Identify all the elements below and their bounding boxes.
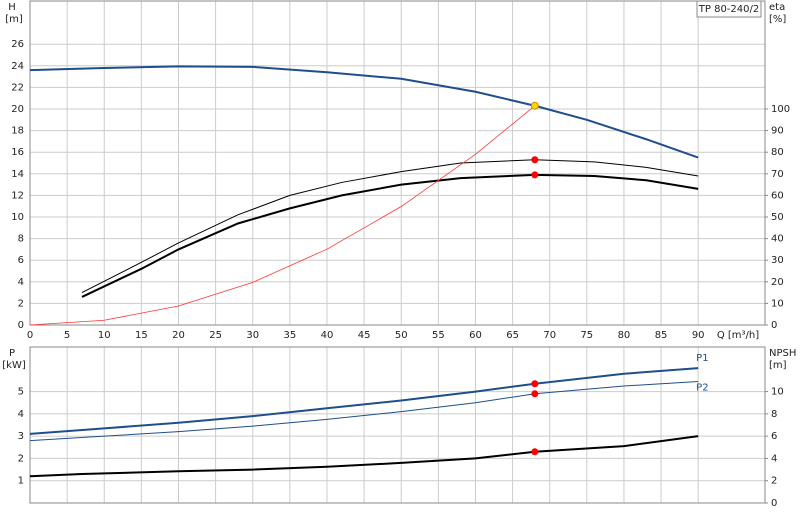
operating-point: [531, 380, 539, 388]
y2-tick-label: 4: [771, 453, 777, 464]
x-tick-label: 85: [655, 330, 668, 341]
y2-tick-label: 6: [771, 431, 777, 442]
y2-tick-label: 0: [771, 498, 777, 509]
series-line: [29, 435, 699, 478]
x-tick-label: 65: [506, 330, 519, 341]
chart-title: TP 80-240/2: [698, 4, 759, 15]
x-axis-label: Q [m³/h]: [717, 330, 759, 341]
y2-axis-unit: [%]: [769, 14, 786, 25]
y-tick-label: 10: [11, 212, 24, 223]
y-tick-label: 22: [11, 82, 24, 93]
x-tick-label: 45: [358, 330, 371, 341]
x-tick-label: 20: [172, 330, 185, 341]
series-label: P2: [696, 383, 708, 394]
y2-tick-label: 70: [771, 169, 784, 180]
x-tick-label: 60: [469, 330, 482, 341]
x-tick-label: 55: [432, 330, 445, 341]
operating-point: [530, 101, 539, 110]
y-tick-label: 3: [18, 431, 24, 442]
y-tick-label: 24: [11, 61, 24, 72]
operating-point: [531, 156, 539, 164]
series-line: [29, 65, 699, 159]
x-tick-label: 50: [395, 330, 408, 341]
operating-point: [531, 448, 539, 456]
y2-tick-label: 50: [771, 212, 784, 223]
y2-axis-unit: [m]: [769, 360, 787, 371]
x-tick-label: 35: [283, 330, 296, 341]
y-tick-label: 4: [18, 277, 24, 288]
y-tick-label: 14: [11, 169, 24, 180]
x-tick-label: 5: [64, 330, 70, 341]
plot-frame: [29, 346, 766, 504]
y-tick-label: 12: [11, 190, 24, 201]
title-box: [696, 0, 762, 18]
series-line: [29, 367, 699, 435]
y2-axis-label: eta: [769, 2, 785, 13]
y-axis-unit: [m]: [5, 14, 23, 25]
y-tick-label: 16: [11, 147, 24, 158]
x-tick-label: 15: [135, 330, 148, 341]
x-tick-label: 90: [692, 330, 705, 341]
x-tick-label: 0: [27, 330, 33, 341]
y2-tick-label: 90: [771, 126, 784, 137]
y-tick-label: 8: [18, 234, 24, 245]
y-tick-label: 18: [11, 126, 24, 137]
x-tick-label: 75: [580, 330, 593, 341]
y2-tick-label: 8: [771, 409, 777, 420]
x-tick-label: 30: [246, 330, 259, 341]
operating-point: [531, 171, 539, 179]
y-tick-label: 4: [18, 409, 24, 420]
y2-tick-label: 0: [771, 320, 777, 331]
x-tick-label: 25: [209, 330, 222, 341]
x-tick-label: 70: [543, 330, 556, 341]
x-tick-label: 10: [98, 330, 111, 341]
series-line: [29, 105, 536, 326]
plot-frame: [29, 0, 766, 326]
x-tick-label: 40: [321, 330, 334, 341]
y-tick-label: 6: [18, 255, 24, 266]
y-tick-label: 2: [18, 298, 24, 309]
operating-point: [531, 390, 539, 398]
y2-tick-label: 80: [771, 147, 784, 158]
series-line: [81, 173, 699, 298]
y-tick-label: 2: [18, 453, 24, 464]
y-tick-label: 20: [11, 104, 24, 115]
y-tick-label: 5: [18, 387, 24, 398]
y-tick-label: 0: [18, 320, 24, 331]
y-axis-unit: [kW]: [2, 360, 26, 371]
y-tick-label: 1: [18, 476, 24, 487]
series-label: P1: [696, 353, 708, 364]
y2-tick-label: 30: [771, 255, 784, 266]
series-line: [29, 381, 699, 442]
y2-tick-label: 60: [771, 190, 784, 201]
y2-tick-label: 40: [771, 234, 784, 245]
x-tick-label: 80: [618, 330, 631, 341]
y2-tick-label: 2: [771, 476, 777, 487]
y-axis-label: P: [9, 348, 15, 359]
y2-tick-label: 100: [771, 104, 790, 115]
series-line: [81, 159, 699, 294]
y2-tick-label: 10: [771, 298, 784, 309]
y2-tick-label: 20: [771, 277, 784, 288]
y-axis-label: H: [8, 2, 16, 13]
y2-axis-label: NPSH: [769, 348, 796, 359]
y-tick-label: 26: [11, 39, 24, 50]
y2-tick-label: 10: [771, 387, 784, 398]
